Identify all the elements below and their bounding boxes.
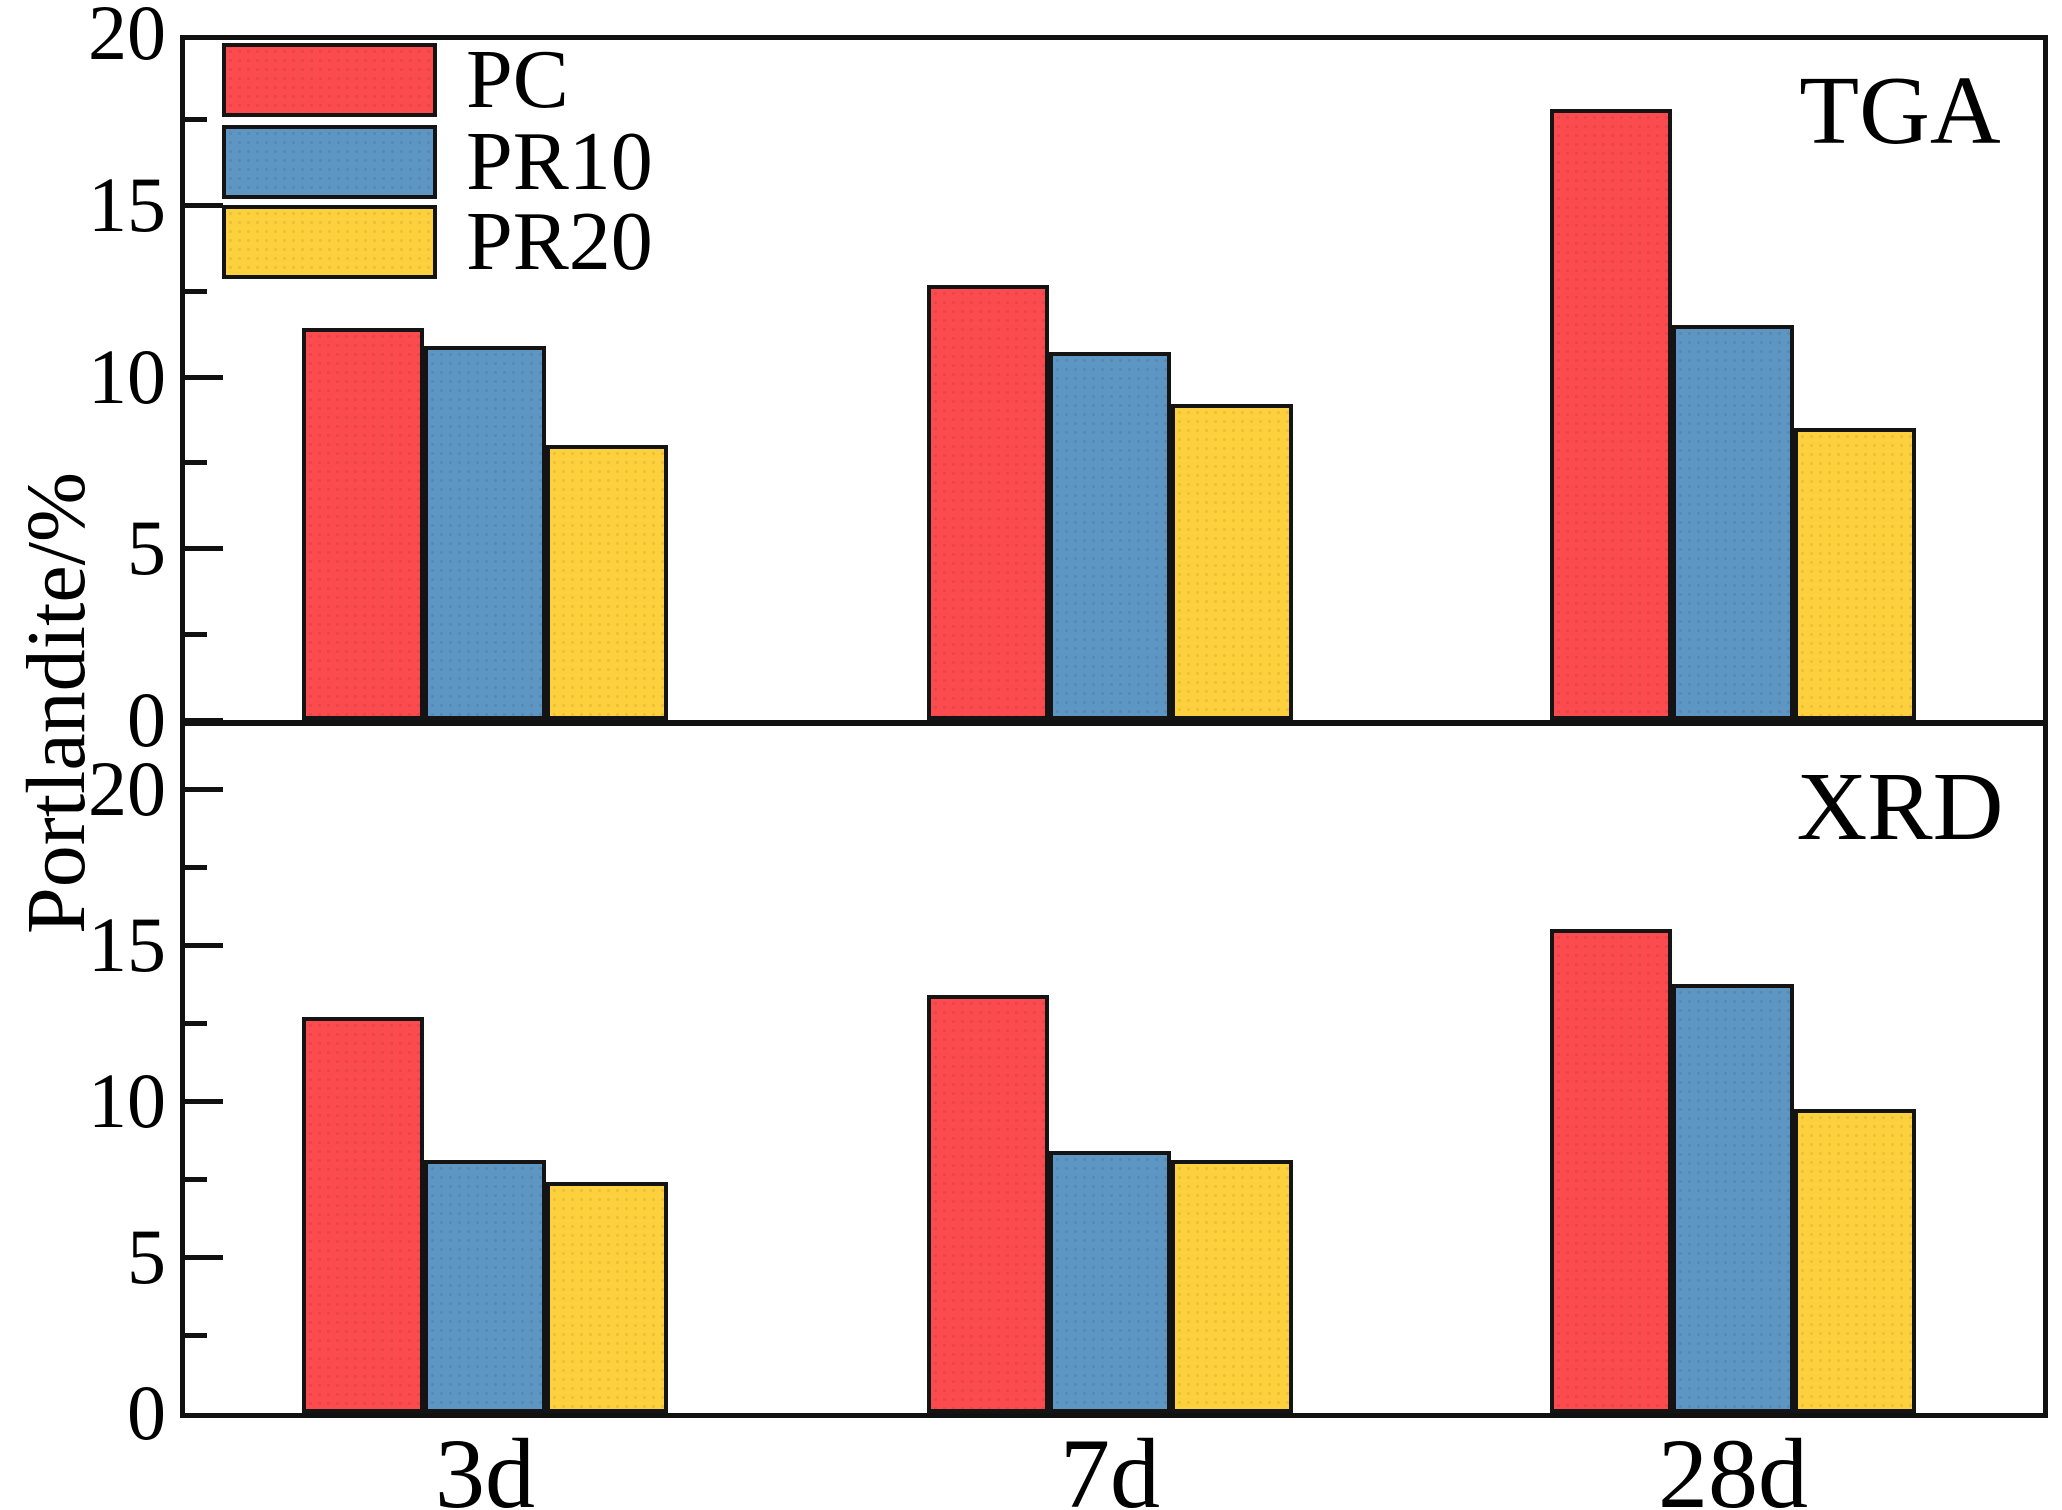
xrd-yminortick-2.5 [185, 1333, 207, 1338]
xrd-yminortick-17.5 [185, 865, 207, 870]
xrd-ytick-5 [185, 1255, 223, 1260]
bar-xrd-28d-pc [1550, 929, 1672, 1413]
tga-ytick-label-10: 10 [88, 332, 166, 420]
tga-ytick-0 [185, 718, 223, 723]
xrd-ytick-label-20: 20 [88, 745, 166, 832]
plot-frame [180, 35, 2048, 1418]
bar-tga-28d-pr10 [1672, 324, 1794, 720]
tga-ytick-label-15: 15 [88, 160, 166, 248]
tga-yminortick-17.5 [185, 116, 207, 122]
bar-xrd-3d-pr10 [424, 1160, 546, 1413]
bar-xrd-28d-pr20 [1794, 1108, 1916, 1413]
bar-xrd-7d-pr10 [1049, 1150, 1171, 1413]
bar-xrd-7d-pr20 [1171, 1160, 1293, 1413]
legend-swatch-pr10 [222, 125, 437, 199]
bar-tga-3d-pr10 [424, 345, 546, 720]
bar-tga-28d-pc [1550, 108, 1672, 720]
legend-swatch-pr20 [222, 205, 437, 279]
bar-tga-3d-pr20 [546, 445, 668, 720]
xrd-ytick-10 [185, 1099, 223, 1104]
tga-yminortick-12.5 [185, 288, 207, 294]
bar-tga-7d-pr10 [1049, 352, 1171, 720]
x-category-label-7d: 7d [1060, 1418, 1160, 1510]
legend-label-pr20: PR20 [466, 195, 653, 288]
bar-xrd-7d-pc [927, 994, 1049, 1413]
xrd-ytick-label-0: 0 [127, 1369, 166, 1456]
tga-yminortick-2.5 [185, 632, 207, 638]
legend-swatch-pc [222, 43, 437, 117]
x-category-label-28d: 28d [1658, 1418, 1808, 1510]
bar-xrd-3d-pr20 [546, 1182, 668, 1413]
panel-label-xrd: XRD [1796, 753, 2004, 861]
tga-ytick-label-0: 0 [127, 676, 166, 763]
xrd-ytick-20 [185, 787, 223, 792]
xrd-ytick-label-10: 10 [88, 1057, 166, 1144]
xrd-yminortick-7.5 [185, 1177, 207, 1182]
bar-tga-3d-pc [302, 328, 424, 720]
bar-tga-28d-pr20 [1794, 428, 1916, 720]
legend-label-pr10: PR10 [466, 115, 653, 208]
tga-yminortick-7.5 [185, 460, 207, 466]
tga-ytick-5 [185, 546, 223, 552]
xrd-ytick-label-15: 15 [88, 901, 166, 988]
bar-tga-7d-pr20 [1171, 403, 1293, 720]
xrd-ytick-label-5: 5 [127, 1213, 166, 1300]
panel-label-tga: TGA [1799, 57, 2001, 165]
bar-xrd-28d-pr10 [1672, 984, 1794, 1413]
panel-divider [180, 720, 2048, 726]
tga-ytick-label-20: 20 [88, 0, 166, 76]
bar-xrd-3d-pc [302, 1016, 424, 1413]
legend-label-pc: PC [466, 33, 569, 126]
bar-tga-7d-pc [927, 285, 1049, 720]
xrd-yminortick-12.5 [185, 1021, 207, 1026]
tga-ytick-15 [185, 202, 223, 208]
xrd-ytick-15 [185, 943, 223, 948]
tga-ytick-label-5: 5 [127, 504, 166, 592]
tga-ytick-10 [185, 374, 223, 380]
x-category-label-3d: 3d [435, 1418, 535, 1510]
